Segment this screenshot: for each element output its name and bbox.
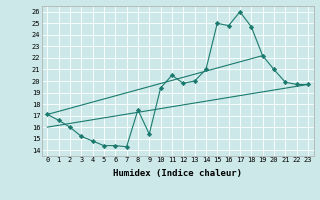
X-axis label: Humidex (Indice chaleur): Humidex (Indice chaleur) [113,169,242,178]
